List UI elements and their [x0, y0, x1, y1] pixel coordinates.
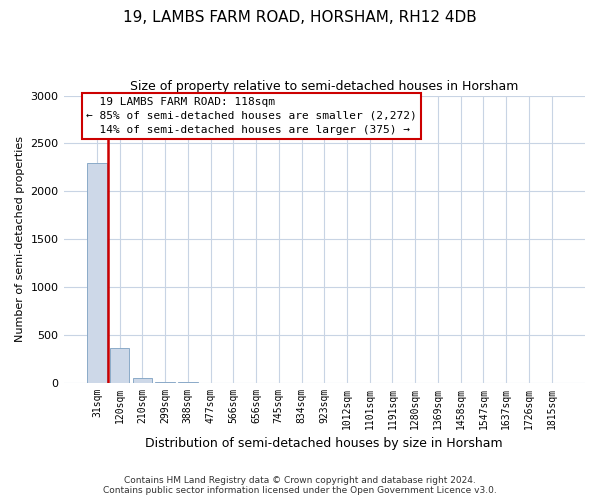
Text: 19 LAMBS FARM ROAD: 118sqm  
← 85% of semi-detached houses are smaller (2,272)
 : 19 LAMBS FARM ROAD: 118sqm ← 85% of semi… — [86, 97, 417, 135]
Text: Contains HM Land Registry data © Crown copyright and database right 2024.
Contai: Contains HM Land Registry data © Crown c… — [103, 476, 497, 495]
Bar — [110, 348, 130, 382]
X-axis label: Distribution of semi-detached houses by size in Horsham: Distribution of semi-detached houses by … — [145, 437, 503, 450]
Title: Size of property relative to semi-detached houses in Horsham: Size of property relative to semi-detach… — [130, 80, 518, 93]
Bar — [87, 162, 107, 382]
Text: 19, LAMBS FARM ROAD, HORSHAM, RH12 4DB: 19, LAMBS FARM ROAD, HORSHAM, RH12 4DB — [123, 10, 477, 25]
Bar — [133, 378, 152, 382]
Y-axis label: Number of semi-detached properties: Number of semi-detached properties — [15, 136, 25, 342]
